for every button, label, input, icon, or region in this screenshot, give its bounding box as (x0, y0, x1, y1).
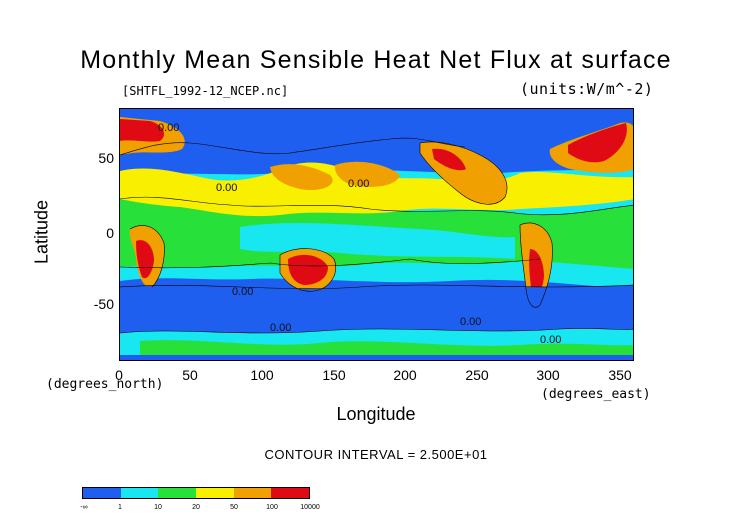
colorbar-swatch (233, 488, 272, 498)
contour-label: 0.00 (460, 316, 481, 328)
colorbar-label: 100 (266, 504, 278, 511)
x-tick-label: 200 (393, 367, 417, 383)
flux-map-svg: 0.00 0.00 0.00 0.00 0.00 0.00 0.00 (120, 109, 633, 360)
south-america-red (529, 249, 544, 297)
colorbar-swatch (196, 488, 234, 498)
colorbar-label: 10 (154, 504, 162, 511)
contour-label: 0.00 (158, 122, 179, 134)
central-asia-orange (334, 161, 400, 187)
colorbar-label: 10000 (300, 504, 320, 511)
colorbar-swatch (158, 488, 197, 498)
contour-label: 0.00 (270, 322, 291, 334)
x-tick-label: 250 (465, 367, 489, 383)
y-axis-label: Latitude (31, 199, 52, 265)
north-america-red (432, 148, 466, 171)
x-axis-units: (degrees_east) (541, 387, 651, 402)
colorbar-label: 20 (192, 504, 200, 511)
contour-label: 0.00 (540, 334, 561, 346)
antarctic-blue-edge (120, 355, 633, 360)
x-tick-label: 100 (250, 367, 274, 383)
colorbar-swatch (271, 488, 310, 498)
x-tick-label: 350 (608, 367, 632, 383)
y-tick-label: 50 (98, 150, 114, 166)
x-tick-label: 150 (322, 367, 346, 383)
eurasia-red (568, 123, 627, 163)
x-tick-label: 0 (115, 367, 123, 383)
chart-title: Monthly Mean Sensible Heat Net Flux at s… (80, 46, 672, 74)
antarctic-green (140, 340, 633, 358)
file-label: [SHTFL_1992-12_NCEP.nc] (122, 84, 289, 98)
map-plot-area: 0.00 0.00 0.00 0.00 0.00 0.00 0.00 (119, 108, 634, 361)
y-tick-label: 0 (106, 225, 114, 241)
colorbar (82, 487, 310, 499)
contour-label: 0.00 (216, 182, 237, 194)
africa-red (136, 240, 154, 279)
x-axis-label: Longitude (336, 404, 416, 424)
contour-interval: CONTOUR INTERVAL = 2.500E+01 (264, 447, 488, 462)
units-label: (units:W/m^-2) (520, 80, 654, 98)
contour-lines (120, 137, 633, 334)
colorbar-label: 1 (118, 504, 122, 511)
contour-labels: 0.00 0.00 0.00 0.00 0.00 0.00 0.00 (158, 122, 561, 346)
arctic-blue (120, 109, 633, 157)
x-tick-label: 50 (182, 367, 198, 383)
contour-label: 0.00 (348, 178, 369, 190)
colorbar-label: 50 (230, 504, 238, 511)
y-tick-label: -50 (93, 296, 114, 312)
southern-ocean-blue (120, 285, 633, 337)
y-axis-units: (degrees_north) (46, 377, 164, 392)
colorbar-swatch (120, 488, 159, 498)
colorbar-label: -∞ (80, 504, 88, 511)
northern-yellow (120, 162, 633, 217)
asia-orange (270, 164, 333, 191)
australia-red (288, 254, 328, 285)
x-tick-label: 300 (536, 367, 560, 383)
contour-label: 0.00 (232, 286, 253, 298)
colorbar-swatch (83, 488, 121, 498)
europe-red (120, 119, 165, 142)
